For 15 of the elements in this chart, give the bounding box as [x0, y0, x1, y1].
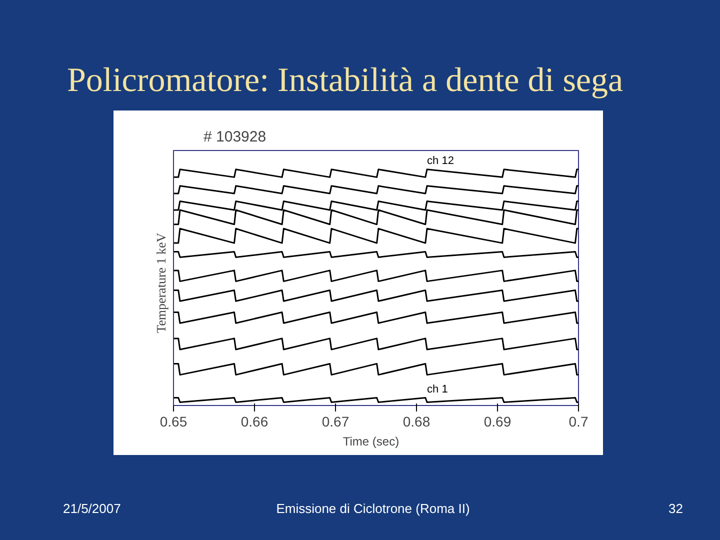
series-label: ch 1 [427, 383, 448, 396]
series-label: ch 12 [427, 155, 454, 168]
x-tick-label: 0.69 [484, 414, 512, 430]
x-tick-label: 0.66 [240, 414, 268, 430]
x-tick-label: 0.65 [160, 414, 188, 430]
x-axis-title: Time (sec) [342, 434, 400, 448]
text: 32 [668, 500, 684, 518]
chart-subtitle: # 103928 [204, 128, 266, 146]
x-tick-label: 0.67 [322, 414, 350, 430]
text: 21/5/2007 [63, 500, 122, 518]
x-tick-label: 0.68 [402, 414, 430, 430]
x-tick-label: 0.7 [568, 414, 588, 430]
text: Emissione di Ciclotrone (Roma II) [275, 500, 471, 518]
chart-title: Policromatore: Instabilità a dente di sega [67, 61, 624, 101]
y-axis-title: Temperature 1 keV [154, 232, 168, 333]
